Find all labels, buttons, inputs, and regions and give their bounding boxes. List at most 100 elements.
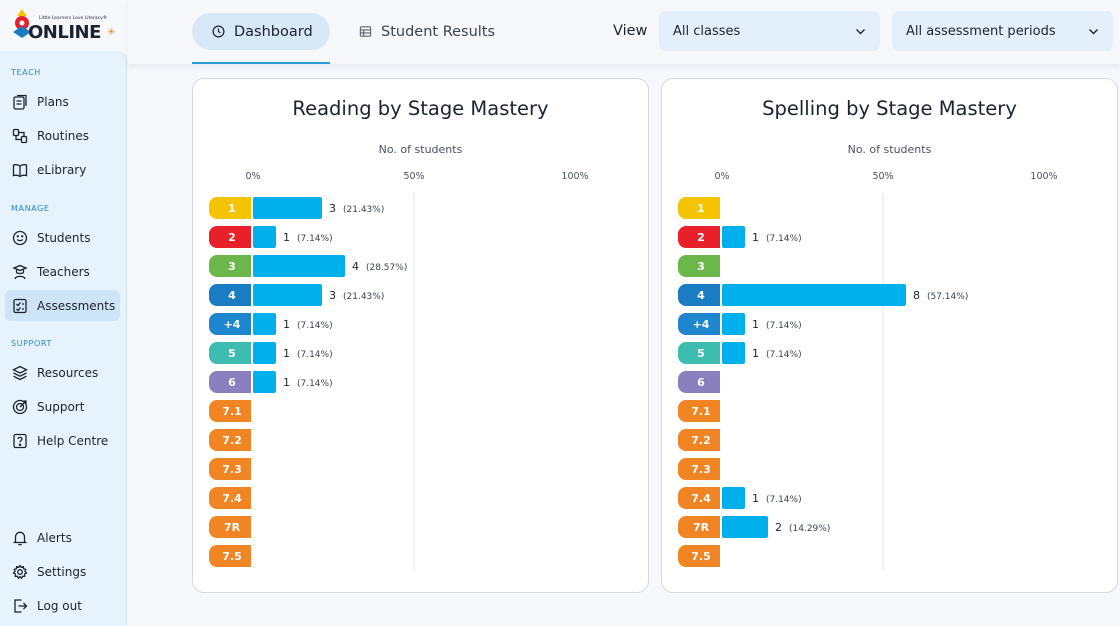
help-icon bbox=[13, 433, 27, 448]
sidebar-item-label: Support bbox=[37, 399, 85, 414]
bar-percent-label: (7.14%) bbox=[297, 379, 333, 389]
reading-chart-card: Reading by Stage Mastery No. of students… bbox=[192, 78, 649, 593]
bar-value-label: 1 bbox=[752, 492, 759, 505]
bar-value-label: 1 bbox=[283, 318, 290, 331]
bar-percent-label: (21.43%) bbox=[343, 205, 384, 215]
section-manage: MANAGE bbox=[11, 204, 50, 213]
stage-label: 6 bbox=[697, 376, 705, 389]
sidebar-item-resources[interactable]: Resources bbox=[5, 357, 120, 388]
teacher-icon bbox=[12, 264, 28, 279]
bar-value-label: 3 bbox=[329, 202, 336, 215]
period-select[interactable]: All assessment periods bbox=[892, 11, 1113, 51]
stage-label: 2 bbox=[697, 231, 705, 244]
sidebar-item-elibrary[interactable]: eLibrary bbox=[5, 154, 120, 185]
logo-sparkle: ✳ bbox=[107, 27, 116, 38]
bar-value-label: 8 bbox=[913, 289, 920, 302]
stage-pill bbox=[678, 284, 720, 306]
logo-text: ONLINE bbox=[28, 22, 101, 43]
stage-pill bbox=[678, 226, 720, 248]
period-select-value: All assessment periods bbox=[906, 23, 1056, 39]
sidebar-item-label: Help Centre bbox=[37, 433, 109, 448]
stage-label: +4 bbox=[693, 318, 710, 331]
bar bbox=[722, 284, 906, 306]
stage-label: 5 bbox=[697, 347, 705, 360]
stage-pill bbox=[678, 371, 720, 393]
bell-icon bbox=[12, 531, 28, 545]
tab-dashboard[interactable]: Dashboard bbox=[192, 13, 330, 50]
bar bbox=[253, 197, 323, 219]
plans-icon bbox=[13, 94, 27, 110]
sidebar-item-teachers[interactable]: Teachers bbox=[5, 256, 120, 287]
active-tab-indicator bbox=[192, 62, 330, 64]
stage-pill bbox=[209, 516, 251, 538]
table-icon bbox=[359, 26, 372, 37]
chart-title: Spelling by Stage Mastery bbox=[762, 97, 1017, 120]
app-logo[interactable]: Little Learners Love Literacy® ONLINE ✳ bbox=[8, 6, 120, 44]
stage-label: 7.4 bbox=[222, 492, 242, 505]
sidebar-item-settings[interactable]: Settings bbox=[5, 556, 120, 587]
sidebar-item-label: Assessments bbox=[37, 298, 116, 313]
sidebar-item-help-centre[interactable]: Help Centre bbox=[5, 425, 120, 456]
sidebar-item-label: Settings bbox=[37, 564, 87, 579]
sidebar-item-assessments[interactable]: Assessments bbox=[5, 290, 120, 321]
x-tick-label: 0% bbox=[245, 171, 260, 182]
tab-student-results[interactable]: Student Results bbox=[359, 13, 495, 50]
sidebar-item-alerts[interactable]: Alerts bbox=[5, 522, 120, 553]
bar bbox=[253, 313, 276, 335]
stage-label: 3 bbox=[228, 260, 236, 273]
tab-label: Student Results bbox=[381, 23, 496, 40]
stage-pill bbox=[678, 458, 720, 480]
chart-title: Reading by Stage Mastery bbox=[292, 97, 549, 120]
stage-pill bbox=[209, 342, 251, 364]
spelling-chart-card: Spelling by Stage Mastery No. of student… bbox=[661, 78, 1118, 593]
stage-pill bbox=[678, 487, 720, 509]
bar-percent-label: (7.14%) bbox=[766, 321, 802, 331]
stage-label: 7.5 bbox=[691, 550, 711, 563]
sidebar-item-log-out[interactable]: Log out bbox=[5, 590, 120, 621]
section-support: SUPPORT bbox=[11, 339, 52, 348]
bar-value-label: 4 bbox=[352, 260, 359, 273]
bar bbox=[722, 313, 745, 335]
bar-value-label: 1 bbox=[283, 231, 290, 244]
bar-value-label: 1 bbox=[752, 231, 759, 244]
x-tick-label: 50% bbox=[872, 171, 893, 182]
stage-label: 4 bbox=[697, 289, 705, 302]
stage-label: 3 bbox=[697, 260, 705, 273]
bar bbox=[722, 516, 769, 538]
bar-percent-label: (7.14%) bbox=[766, 495, 802, 505]
sidebar-item-students[interactable]: Students bbox=[5, 222, 120, 253]
bar bbox=[253, 284, 323, 306]
sidebar-item-support[interactable]: Support bbox=[5, 391, 120, 422]
clock-icon bbox=[212, 25, 225, 38]
chevron-down-icon bbox=[856, 29, 865, 35]
stage-label: 1 bbox=[228, 202, 236, 215]
smiley-icon bbox=[12, 230, 28, 245]
assessment-icon bbox=[13, 298, 27, 313]
bar-percent-label: (7.14%) bbox=[297, 321, 333, 331]
chevron-down-icon bbox=[1089, 29, 1098, 35]
sidebar-item-routines[interactable]: Routines bbox=[5, 120, 120, 151]
bar bbox=[722, 487, 745, 509]
bar-percent-label: (7.14%) bbox=[297, 350, 333, 360]
x-tick-label: 0% bbox=[714, 171, 729, 182]
stage-label: 5 bbox=[228, 347, 236, 360]
sidebar-item-label: Log out bbox=[37, 598, 82, 613]
bar bbox=[253, 255, 345, 277]
x-tick-label: 100% bbox=[1030, 171, 1057, 182]
stage-pill bbox=[209, 255, 251, 277]
layers-icon bbox=[12, 365, 28, 380]
bar-percent-label: (7.14%) bbox=[766, 350, 802, 360]
class-select[interactable]: All classes bbox=[659, 11, 880, 51]
stage-pill bbox=[209, 226, 251, 248]
stage-label: 7.3 bbox=[691, 463, 711, 476]
stage-label: 1 bbox=[697, 202, 705, 215]
stage-pill bbox=[678, 545, 720, 567]
bar bbox=[253, 342, 276, 364]
sidebar-item-label: Routines bbox=[37, 128, 90, 143]
bar-value-label: 1 bbox=[283, 376, 290, 389]
sidebar-item-plans[interactable]: Plans bbox=[5, 86, 120, 117]
stage-pill bbox=[209, 371, 251, 393]
stage-label: 6 bbox=[228, 376, 236, 389]
logo-small-text: Little Learners Love Literacy® bbox=[39, 16, 108, 21]
bar-percent-label: (14.29%) bbox=[789, 524, 830, 534]
